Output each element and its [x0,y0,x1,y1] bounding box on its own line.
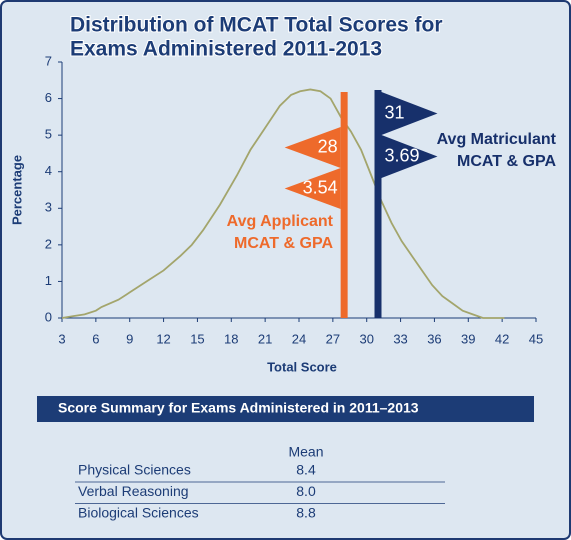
y-tick-label: 0 [45,309,52,324]
marker-label: MCAT & GPA [234,235,333,252]
y-tick-label: 6 [45,90,52,105]
chart-title: Exams Administered 2011-2013 [70,38,382,61]
marker-label: MCAT & GPA [457,153,556,170]
marker-pole [374,90,382,318]
table-header [37,396,534,422]
marker-flag [284,168,341,209]
marker-value: 3.69 [385,145,420,165]
marker-label: Avg Applicant [227,213,334,230]
x-tick-label: 9 [126,331,133,346]
x-tick-label: 24 [292,331,306,346]
x-tick-label: 18 [224,331,238,346]
marker-pole [340,92,348,318]
x-tick-label: 42 [495,331,509,346]
table-column: Mean [288,444,323,460]
x-tick-label: 30 [359,331,373,346]
marker-value: 3.54 [303,177,338,197]
marker-flag [381,92,438,135]
x-tick-label: 6 [92,331,99,346]
y-tick-label: 1 [45,273,52,288]
x-axis-label: Total Score [267,359,337,374]
y-tick-label: 4 [45,163,52,178]
marker-value: 31 [385,102,405,122]
y-tick-label: 5 [45,127,52,142]
marker-flag [381,135,438,178]
x-tick-label: 45 [529,331,543,346]
x-tick-label: 36 [427,331,441,346]
y-tick-label: 7 [45,53,52,68]
x-tick-label: 27 [326,331,340,346]
marker-label: Avg Matriculant [437,131,557,148]
x-tick-label: 3 [58,331,65,346]
marker-flag [284,127,341,168]
y-axis-label: Percentage [9,155,24,225]
row-value: 8.0 [296,483,316,499]
row-value: 8.8 [296,505,316,521]
table-title: Score Summary for Exams Administered in … [58,400,419,416]
x-tick-label: 33 [393,331,407,346]
row-label: Physical Sciences [78,462,191,478]
row-label: Verbal Reasoning [78,483,189,499]
chart-title: Distribution of MCAT Total Scores for [70,14,443,37]
y-tick-label: 3 [45,200,52,215]
x-tick-label: 39 [461,331,475,346]
y-tick-label: 2 [45,236,52,251]
x-tick-label: 21 [258,331,272,346]
row-label: Biological Sciences [78,505,199,521]
x-tick-label: 12 [156,331,170,346]
curve [61,88,505,319]
marker-value: 28 [318,136,338,156]
x-tick-label: 15 [190,331,204,346]
row-value: 8.4 [296,462,316,478]
